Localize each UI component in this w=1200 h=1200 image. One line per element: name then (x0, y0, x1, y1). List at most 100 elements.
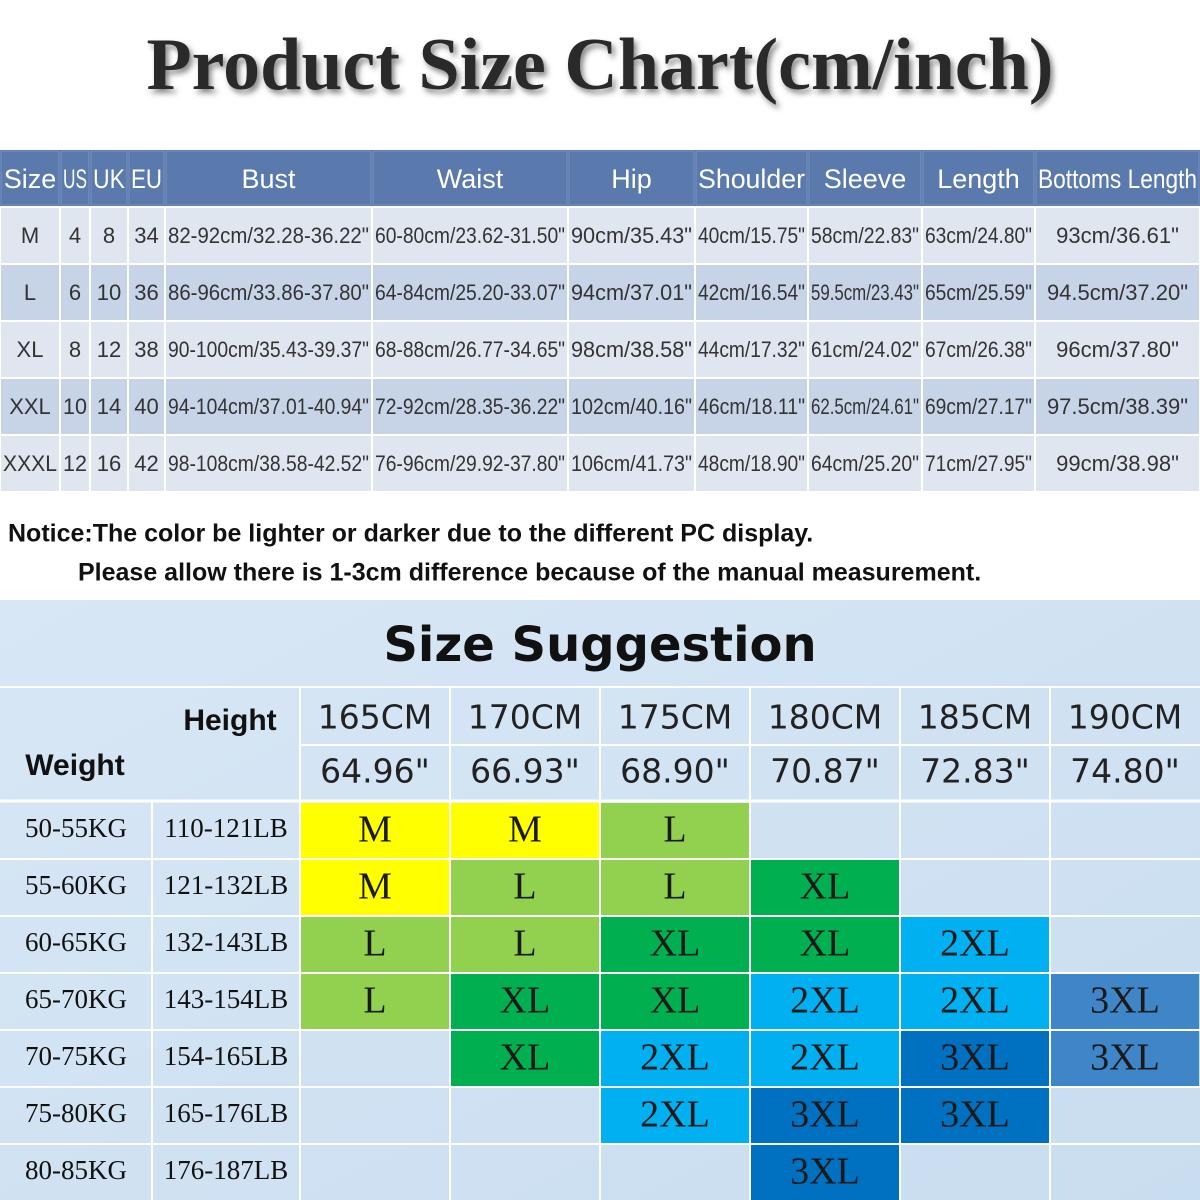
size-label: XL (500, 980, 551, 1022)
body-cell (91, 265, 127, 320)
body-text: 42 (134, 451, 158, 476)
body-cell (373, 379, 567, 434)
header-text: Size (4, 164, 57, 194)
body-text: XL (17, 337, 44, 362)
size-label: M (358, 866, 392, 908)
weight-lb: 176-187LB (164, 1155, 289, 1185)
size-cell (751, 1145, 899, 1200)
body-cell (569, 208, 694, 263)
body-cell (61, 208, 89, 263)
header-cell (128, 150, 165, 206)
height-cm: 170CM (468, 698, 583, 737)
size-label: L (363, 923, 386, 965)
body-text: 42cm/16.54" (698, 280, 805, 305)
body-text: 12 (97, 337, 121, 362)
size-label: M (358, 809, 392, 851)
body-text: 86-96cm/33.86-37.80" (168, 280, 369, 305)
body-text: 40 (134, 394, 158, 419)
size-label: 3XL (1090, 980, 1160, 1022)
body-cell (166, 379, 371, 434)
body-text: 10 (97, 280, 121, 305)
body-text: 94-104cm/37.01-40.94" (168, 394, 369, 419)
height-cm: 165CM (318, 698, 433, 737)
size-cell (451, 803, 599, 858)
size-label: 3XL (790, 1151, 860, 1193)
body-cell (91, 379, 127, 434)
body-text: L (24, 280, 36, 305)
size-label: 2XL (790, 980, 860, 1022)
body-cell (166, 322, 371, 377)
size-label: 2XL (790, 1037, 860, 1079)
size-label: M (508, 809, 542, 851)
body-text: 8 (103, 223, 115, 248)
height-in: 70.87" (770, 752, 880, 791)
size-cell (601, 917, 749, 972)
height-cm: 185CM (918, 698, 1033, 737)
weight-lb: 143-154LB (164, 984, 289, 1014)
body-cell (809, 436, 921, 491)
header-text: Bust (241, 164, 296, 194)
body-cell (91, 208, 127, 263)
body-text: 94cm/37.01" (571, 280, 692, 305)
weight-kg: 50-55KG (25, 813, 127, 843)
body-text: 97.5cm/38.39" (1047, 394, 1188, 419)
body-cell (373, 208, 567, 263)
body-text: XXL (9, 394, 51, 419)
height-in: 72.83" (920, 752, 1030, 791)
header-cell (695, 150, 808, 206)
header-cell (165, 150, 372, 206)
height-cm: 190CM (1068, 698, 1183, 737)
body-cell (809, 379, 921, 434)
size-cell (751, 1031, 899, 1086)
body-cell (923, 379, 1034, 434)
weight-kg: 70-75KG (25, 1041, 127, 1071)
body-text: 8 (69, 337, 81, 362)
size-cell (901, 1031, 1049, 1086)
body-cell (61, 379, 89, 434)
size-cell (901, 917, 1049, 972)
header-cell (372, 150, 568, 206)
size-label: L (513, 923, 536, 965)
body-cell (809, 265, 921, 320)
body-cell (923, 208, 1034, 263)
weight-kg: 60-65KG (25, 927, 127, 957)
body-cell (696, 379, 807, 434)
size-label: L (513, 866, 536, 908)
header-text: Length (937, 164, 1020, 194)
weight-lb: 165-176LB (164, 1098, 289, 1128)
body-cell (1, 379, 59, 434)
body-cell (1, 436, 59, 491)
size-label: 2XL (940, 980, 1010, 1022)
size-cell (451, 860, 599, 915)
size-label: XL (650, 980, 701, 1022)
size-label: 2XL (640, 1094, 710, 1136)
body-text: 68-88cm/26.77-34.65" (375, 337, 565, 362)
header-cell (0, 150, 60, 206)
body-text: 93cm/36.61" (1056, 223, 1179, 248)
body-text: 64-84cm/25.20-33.07" (375, 280, 565, 305)
body-cell (129, 436, 164, 491)
weight-label: Weight (25, 749, 124, 782)
size-cell (601, 860, 749, 915)
size-cell (451, 974, 599, 1029)
height-in: 66.93" (470, 752, 580, 791)
body-text: 38 (134, 337, 158, 362)
weight-lb: 110-121LB (164, 813, 288, 843)
size-label: 3XL (790, 1094, 860, 1136)
size-label: 3XL (940, 1037, 1010, 1079)
size-label: L (663, 809, 686, 851)
size-label: L (663, 866, 686, 908)
size-cell (751, 917, 899, 972)
body-cell (166, 436, 371, 491)
body-text: 60-80cm/23.62-31.50" (375, 223, 565, 248)
size-cell (301, 803, 449, 858)
size-cell (601, 803, 749, 858)
size-cell (601, 1031, 749, 1086)
body-cell (1, 265, 59, 320)
body-cell (91, 322, 127, 377)
size-label: XL (800, 866, 851, 908)
height-cm: 180CM (768, 698, 883, 737)
notice: Notice:The color be lighter or darker du… (8, 520, 813, 548)
header-text: UK (93, 164, 125, 194)
size-cell (301, 860, 449, 915)
